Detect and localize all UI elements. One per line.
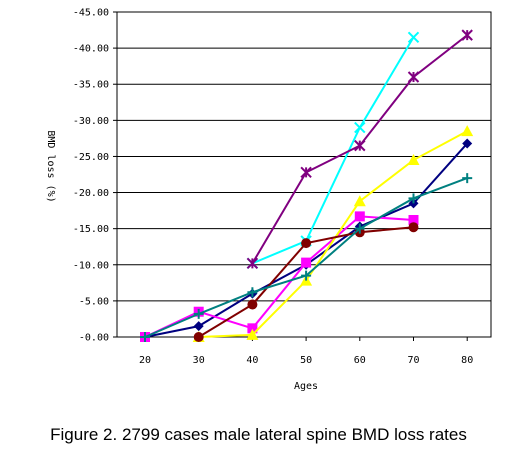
data-point: [354, 139, 366, 152]
data-point: [354, 121, 366, 134]
data-point: [461, 125, 474, 137]
data-point: [301, 238, 312, 249]
data-point: [354, 211, 365, 222]
y-tick-label: -40.00: [73, 44, 109, 55]
series-line: [198, 130, 468, 338]
x-tick-label: 60: [354, 355, 366, 366]
series-star: [246, 29, 473, 270]
data-point: [140, 332, 150, 342]
x-tick-label: 70: [407, 355, 419, 366]
series-line: [144, 215, 414, 338]
data-point: [407, 31, 420, 43]
x-tick-label: 50: [300, 355, 312, 366]
y-axis-ticks: -45.00 -40.00 -35.00 -30.00 -25.00 -20.00 -15.…: [73, 8, 117, 344]
data-point: [246, 328, 259, 340]
data-point: [247, 287, 258, 298]
data-point: [300, 166, 312, 179]
data-point: [408, 193, 419, 204]
data-point: [462, 173, 473, 184]
series-x: [246, 31, 420, 270]
series-triangle: [192, 125, 474, 342]
data-point: [247, 299, 258, 310]
data-point: [193, 321, 204, 332]
data-point: [193, 308, 204, 319]
y-tick-label: -15.00: [73, 224, 109, 235]
data-point: [247, 323, 258, 334]
series-plus: [140, 173, 473, 342]
y-tick-label: -45.00: [73, 8, 109, 19]
series-group: [140, 29, 474, 342]
y-tick-label: -5.00: [79, 296, 109, 307]
data-point: [246, 257, 259, 270]
data-point: [461, 29, 473, 41]
x-tick-label: 30: [193, 355, 205, 366]
data-point: [462, 138, 473, 149]
data-point: [407, 154, 420, 166]
x-tick-label: 80: [461, 355, 473, 366]
data-point: [408, 215, 419, 225]
x-tick-label: 40: [246, 355, 258, 366]
y-tick-label: -20.00: [73, 188, 109, 199]
x-tick-label: 20: [139, 355, 151, 366]
series-line: [252, 36, 415, 265]
data-point: [353, 195, 366, 207]
y-tick-label: -25.00: [73, 152, 109, 163]
data-point: [301, 270, 312, 281]
y-tick-label: -0.00: [79, 333, 109, 344]
data-point: [354, 223, 365, 234]
data-point: [407, 71, 420, 83]
x-axis-ticks: 20 30 40 50 60 70 80: [139, 337, 473, 366]
data-point: [301, 257, 312, 268]
data-point: [193, 332, 204, 342]
figure-caption: Figure 2. 2799 cases male lateral spine …: [50, 425, 467, 444]
plot-frame: [116, 11, 492, 338]
y-tick-label: -35.00: [73, 80, 109, 91]
x-axis-title: Ages: [294, 381, 318, 392]
data-point: [408, 222, 419, 233]
y-tick-label: -10.00: [73, 260, 109, 271]
grid-lines: [117, 47, 491, 302]
y-axis-title: BMD loss (%): [45, 130, 56, 202]
y-tick-label: -30.00: [73, 116, 109, 127]
